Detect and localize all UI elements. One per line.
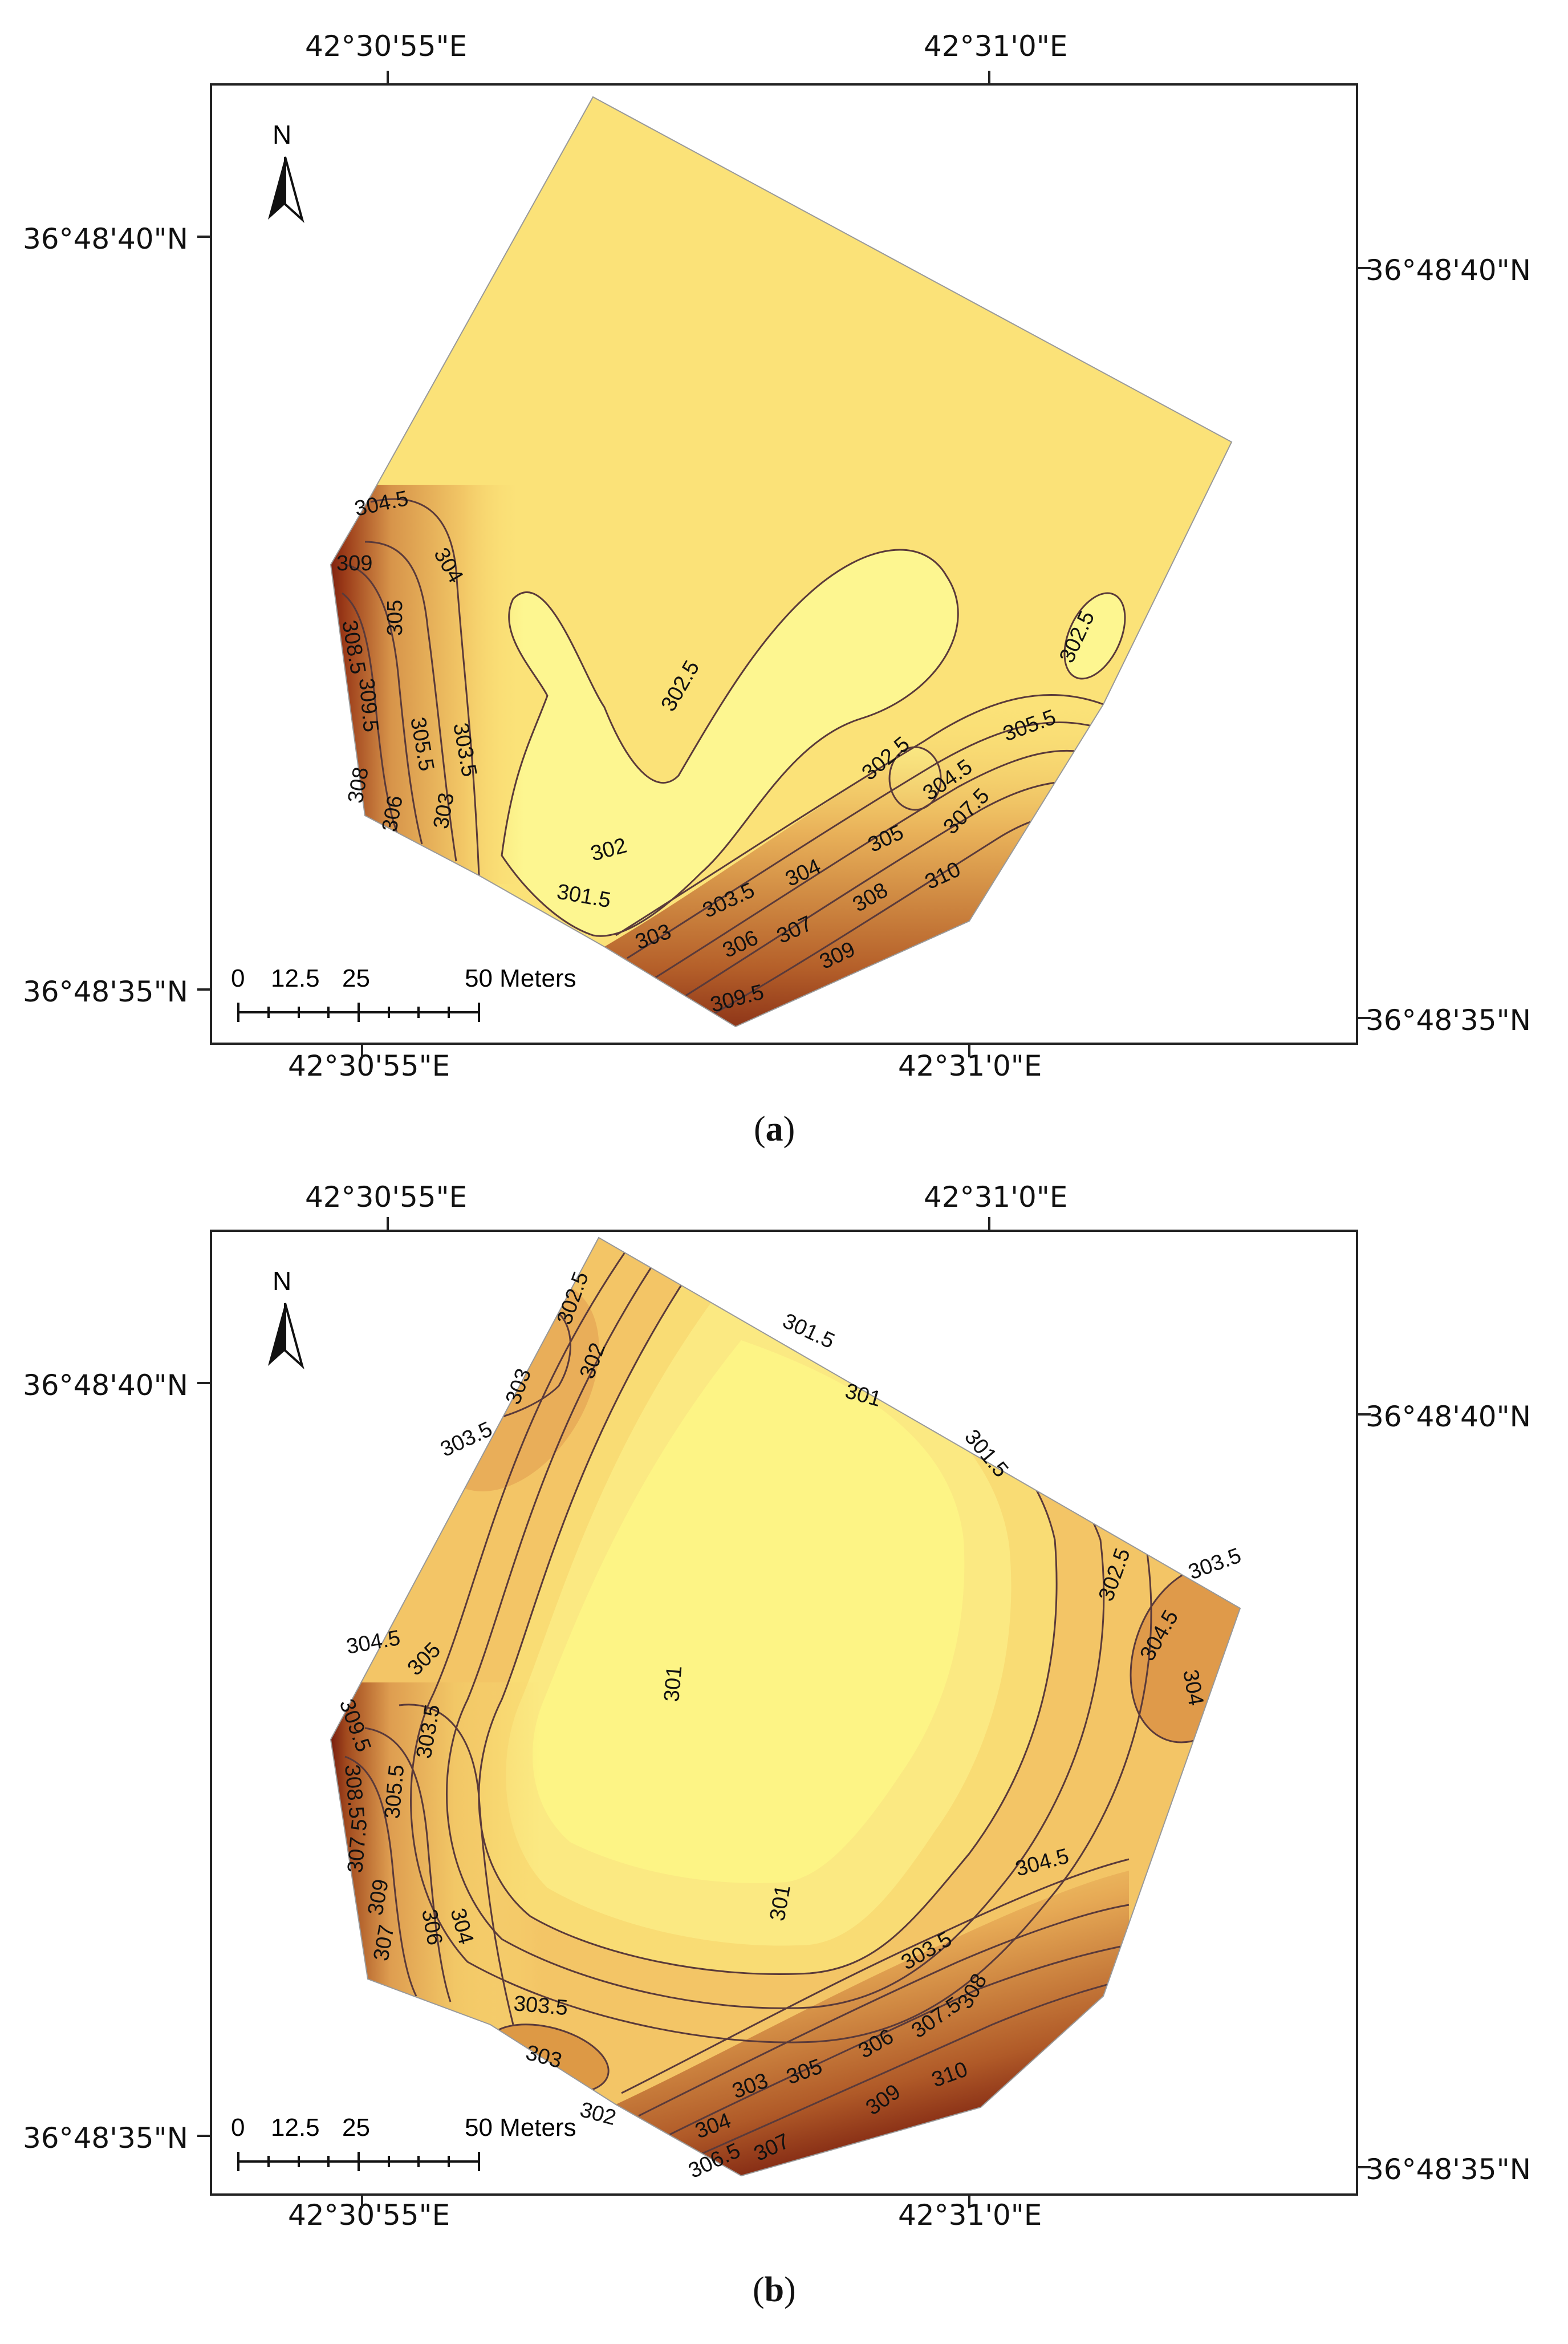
left-lat-label-1: 36°48'40"N	[23, 1369, 189, 1402]
scale-tick-50-b: 50 Meters	[465, 2114, 576, 2142]
scale-tick-25-b: 25	[342, 2114, 370, 2142]
left-lat-label-2: 36°48'35"N	[23, 2122, 189, 2155]
right-lat-label-2: 36°48'35"N	[1366, 1004, 1532, 1037]
left-lat-label-2: 36°48'35"N	[23, 975, 189, 1008]
contour-label: 308.5	[340, 1763, 368, 1819]
right-lat-label-2: 36°48'35"N	[1366, 2153, 1532, 2186]
map-frame-b	[210, 1230, 1358, 2196]
caption-a: (a)	[754, 1110, 795, 1149]
map-panel-a: 42°30'55"E 42°31'0"E 36°48'40"N 36°48'35…	[0, 0, 1568, 1169]
scale-tick-12-a: 12.5	[271, 964, 320, 992]
contour-label: 305	[383, 600, 407, 636]
bottom-lon-label-1: 42°30'55"E	[288, 2199, 450, 2232]
right-lat-label-1: 36°48'40"N	[1366, 1400, 1532, 1433]
contour-label: 305.5	[380, 1763, 409, 1819]
right-lat-label-1: 36°48'40"N	[1366, 254, 1532, 287]
scale-tick-0-b: 0	[231, 2114, 245, 2142]
left-lat-label-1: 36°48'40"N	[23, 222, 189, 256]
scale-tick-12-b: 12.5	[271, 2114, 320, 2142]
scale-tick-0-a: 0	[231, 964, 245, 992]
north-label-a: N	[273, 120, 291, 149]
scale-bar-b	[237, 2152, 480, 2171]
north-arrow-icon-a	[268, 156, 304, 224]
scale-bar-a	[237, 1003, 480, 1022]
contour-label: 307.5	[343, 1818, 372, 1873]
elevation-map-a: N 0 12.5 25 50 Meters 304.5 309 304 308.…	[197, 71, 1371, 1057]
caption-b: (b)	[753, 2270, 796, 2309]
top-lon-label-1: 42°30'55"E	[305, 1181, 468, 1214]
north-arrow-icon-b	[268, 1303, 304, 1370]
contour-label: 301	[660, 1665, 686, 1703]
bottom-lon-label-1: 42°30'55"E	[288, 1049, 450, 1082]
contour-label: 309.5	[354, 677, 383, 733]
top-lon-label-2: 42°31'0"E	[924, 1181, 1068, 1214]
contour-label: 303.5	[1185, 1543, 1245, 1584]
map-frame-a	[210, 83, 1358, 1045]
elevation-map-b: N 0 12.5 25 50 Meters 302.5 303 302 303.…	[197, 1217, 1371, 2208]
scale-tick-25-a: 25	[342, 964, 370, 992]
scale-tick-50-a: 50 Meters	[465, 964, 576, 992]
top-lon-label-1: 42°30'55"E	[305, 30, 468, 63]
map-panel-b: 42°30'55"E 42°31'0"E 36°48'40"N 36°48'35…	[0, 1169, 1568, 2344]
north-label-b: N	[273, 1266, 291, 1296]
contour-label: 303.5	[513, 1992, 568, 2020]
contour-label: 309	[336, 551, 372, 575]
top-lon-label-2: 42°31'0"E	[924, 30, 1068, 63]
